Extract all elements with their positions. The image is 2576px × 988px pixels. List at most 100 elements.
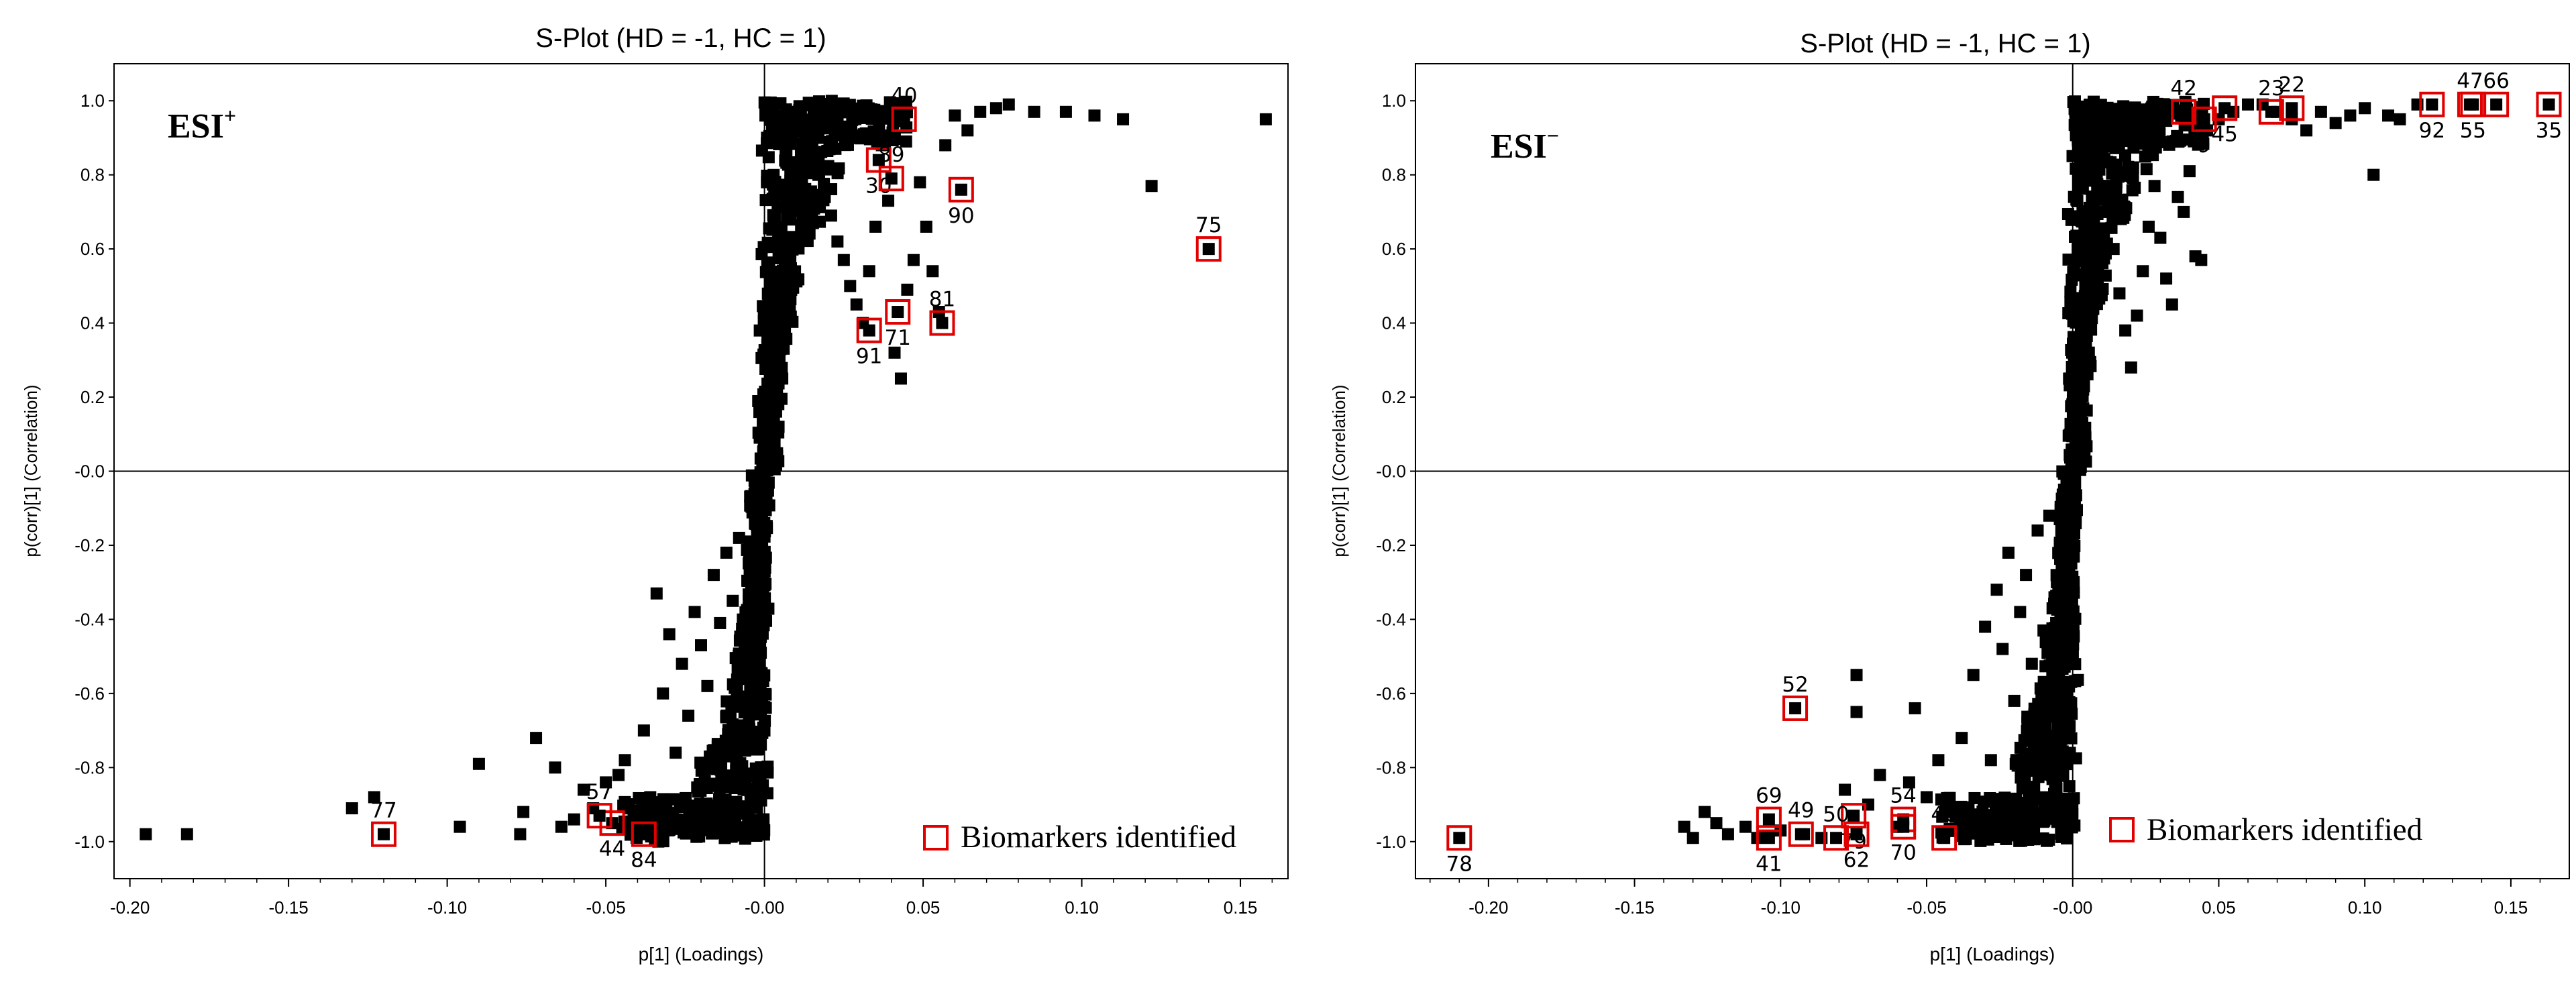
data-point	[692, 785, 704, 798]
biomarker-point	[2265, 105, 2277, 118]
biomarker-label: 55	[2460, 119, 2486, 143]
data-point	[2019, 824, 2032, 836]
data-point	[888, 133, 901, 146]
data-point	[815, 103, 828, 116]
y-tick-label: -1.0	[74, 832, 105, 852]
y-tick-label: -0.2	[1376, 535, 1406, 555]
data-point	[1990, 584, 2003, 596]
data-point	[732, 666, 745, 679]
data-point	[2074, 360, 2087, 373]
data-point	[804, 185, 817, 198]
data-point	[2002, 547, 2015, 559]
biomarker-label: 46	[1931, 802, 1957, 826]
data-point	[2079, 431, 2092, 444]
data-point	[762, 99, 775, 112]
y-tick-label: 0.6	[80, 239, 105, 259]
biomarker-label: 49	[1788, 799, 1814, 823]
data-point	[860, 99, 873, 112]
biomarker-marker	[891, 106, 917, 132]
data-point	[782, 293, 795, 306]
data-point	[623, 802, 635, 815]
data-point	[761, 169, 773, 182]
data-point	[2065, 531, 2078, 543]
data-point	[2038, 814, 2051, 827]
data-point	[989, 102, 1002, 115]
data-point	[2070, 453, 2083, 466]
data-point	[2037, 624, 2050, 637]
data-point	[826, 135, 839, 148]
data-point	[2106, 210, 2119, 223]
x-tick-label: -0.00	[745, 897, 784, 918]
legend-label: Biomarkers identified	[2147, 812, 2422, 847]
data-point	[747, 630, 759, 643]
data-point	[2008, 694, 2021, 707]
data-point	[1839, 783, 1851, 796]
y-tick-label: -0.8	[74, 757, 105, 777]
data-point	[761, 760, 774, 773]
biomarker-label: 70	[1890, 841, 1916, 865]
data-point	[695, 639, 707, 652]
biomarker-point	[2198, 113, 2210, 125]
data-point	[746, 506, 759, 519]
x-tick-label: -0.20	[1468, 897, 1508, 918]
biomarker-point	[1830, 832, 1843, 844]
biomarker-marker	[371, 821, 397, 847]
x-tick-label: -0.00	[2053, 897, 2092, 918]
legend: Biomarkers identified	[2109, 812, 2422, 847]
data-point	[2178, 205, 2190, 218]
data-point	[1959, 819, 1972, 832]
x-tick-label: 0.10	[1065, 897, 1099, 918]
data-point	[739, 832, 751, 845]
biomarker-marker	[878, 166, 904, 192]
data-point	[844, 280, 857, 292]
biomarker-label: 62	[1843, 848, 1870, 873]
data-point	[785, 186, 798, 199]
data-point	[2034, 738, 2047, 751]
data-point	[768, 334, 781, 347]
biomarker-marker	[2258, 99, 2284, 125]
data-point	[2065, 732, 2078, 745]
biomarker-point	[2467, 98, 2479, 111]
x-tick-label: 0.10	[2348, 897, 2382, 918]
data-point	[701, 679, 714, 692]
biomarker-marker	[1931, 825, 1957, 851]
y-tick-label: 1.0	[1382, 91, 1406, 111]
data-point	[775, 221, 788, 233]
biomarker-label: 35	[2536, 119, 2562, 143]
data-point	[2067, 429, 2080, 441]
data-point	[2133, 133, 2145, 146]
biomarker-point	[1762, 832, 1775, 844]
biomarker-point	[1453, 832, 1466, 844]
biomarker-point	[885, 172, 898, 185]
data-point	[2063, 780, 2076, 793]
biomarker-label: 47	[2457, 69, 2483, 93]
data-point	[2125, 361, 2137, 374]
data-point	[707, 569, 720, 582]
x-tick-label: -0.10	[1761, 897, 1801, 918]
data-point	[2055, 492, 2068, 505]
data-point	[2069, 658, 2082, 671]
data-point	[2183, 165, 2196, 178]
data-point	[743, 714, 755, 727]
data-point	[2072, 109, 2084, 122]
data-point	[1028, 105, 1040, 118]
biomarker-label: 90	[948, 204, 974, 228]
s-plot-esi-negative-svg: S-Plot (HD = -1, HC = 1) 424522923924755…	[1329, 29, 2570, 965]
data-point	[2061, 208, 2074, 221]
data-point	[2117, 119, 2130, 132]
data-point	[669, 747, 682, 759]
data-point	[1941, 791, 1953, 804]
biomarker-point	[2178, 105, 2190, 118]
data-point	[2025, 657, 2038, 670]
data-point	[637, 724, 650, 737]
data-point	[1980, 829, 1993, 842]
data-point	[2118, 209, 2131, 221]
data-point	[2242, 98, 2255, 111]
data-point	[747, 580, 759, 592]
data-point	[2065, 675, 2078, 688]
data-point	[2131, 309, 2143, 322]
biomarker-marker	[2171, 99, 2197, 125]
data-point	[2055, 795, 2068, 808]
data-point	[796, 144, 809, 157]
biomarker-point	[1850, 828, 1863, 840]
